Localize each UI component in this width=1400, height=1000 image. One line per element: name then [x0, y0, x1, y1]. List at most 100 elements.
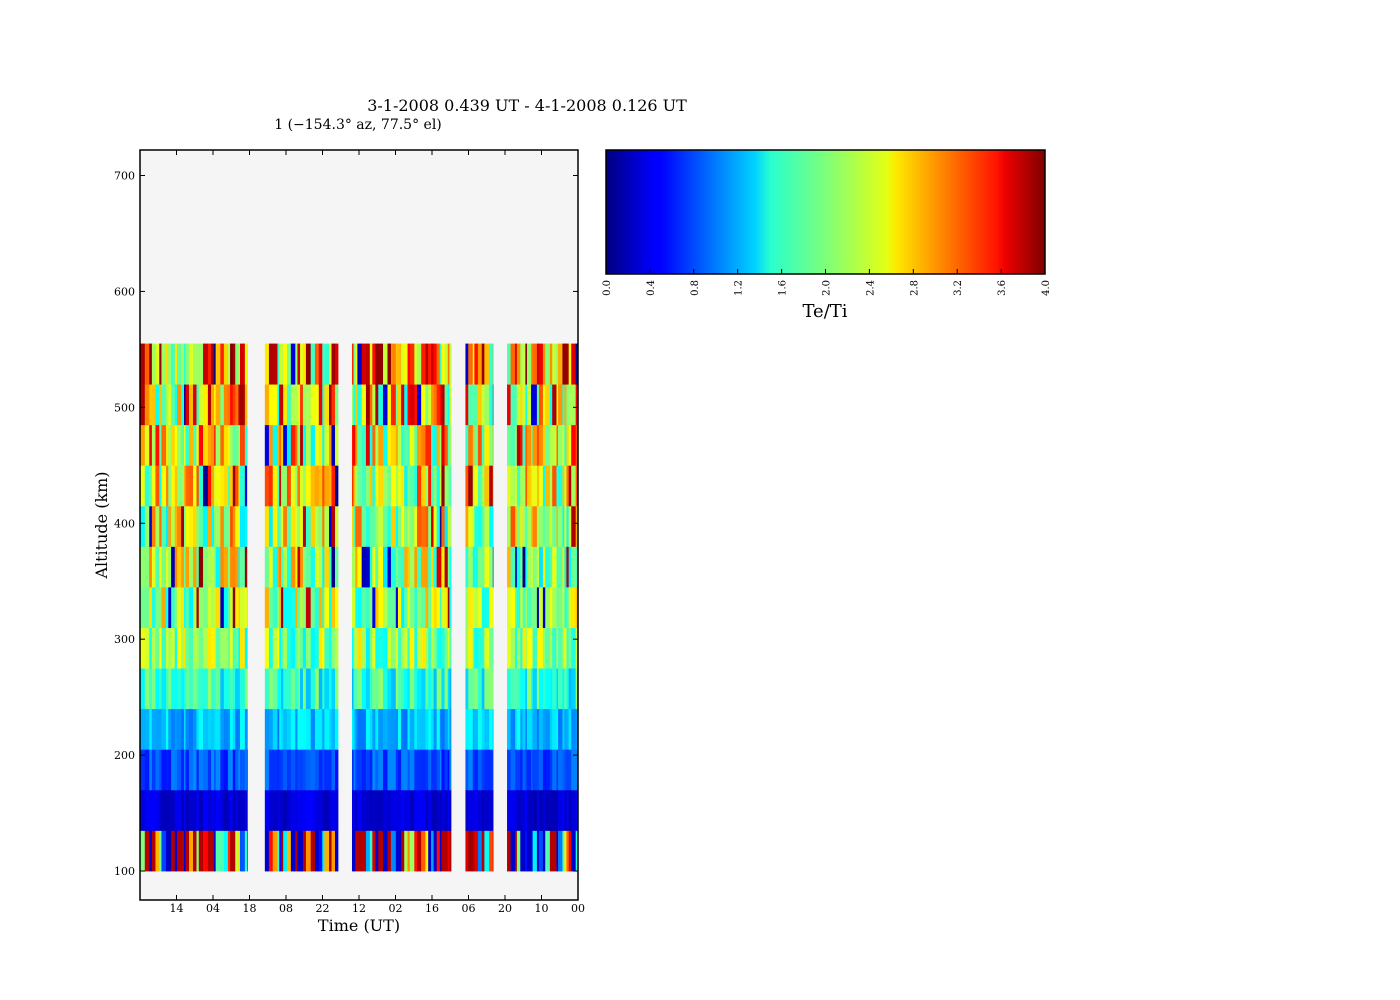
heatmap-cell — [441, 668, 445, 710]
heatmap-cell — [520, 708, 523, 750]
heatmap-cell — [372, 668, 376, 710]
heatmap-cell — [207, 424, 212, 466]
heatmap-cell — [223, 505, 229, 547]
heatmap-cell — [310, 424, 316, 466]
heatmap-cell — [238, 587, 241, 628]
heatmap-cell — [417, 627, 422, 669]
heatmap-cell — [357, 627, 363, 669]
heatmap-cell — [401, 546, 405, 588]
heatmap-cell — [300, 546, 304, 588]
heatmap-cell — [244, 465, 248, 507]
heatmap-cell — [159, 424, 162, 466]
colorbar-tick-label: 2.0 — [822, 280, 833, 296]
heatmap-cell — [214, 465, 217, 507]
heatmap-cell — [305, 546, 312, 588]
heatmap-cell — [395, 627, 399, 669]
heatmap-cell — [441, 627, 445, 669]
heatmap-cell — [329, 789, 332, 831]
heatmap-cell — [474, 384, 479, 426]
heatmap-cell — [510, 343, 516, 385]
heatmap-cell — [310, 708, 316, 750]
heatmap-cell — [188, 749, 194, 791]
heatmap-cell — [444, 587, 449, 628]
heatmap-cell — [149, 587, 153, 628]
heatmap-cell — [568, 708, 572, 750]
heatmap-cell — [174, 384, 178, 426]
heatmap-cell — [168, 749, 172, 791]
heatmap-cell — [375, 789, 379, 831]
heatmap-cell — [365, 668, 371, 710]
heatmap-cell — [407, 343, 411, 385]
heatmap-cell — [449, 343, 452, 385]
heatmap-cell — [549, 627, 553, 669]
heatmap-cell — [149, 830, 153, 872]
heatmap-cell — [161, 343, 167, 385]
heatmap-cell — [159, 587, 162, 628]
heatmap-cell — [365, 587, 371, 628]
heatmap-cell — [214, 668, 217, 710]
heatmap-cell — [198, 587, 204, 628]
heatmap-cell — [369, 708, 373, 750]
heatmap-cell — [232, 505, 236, 547]
heatmap-cell — [168, 789, 172, 831]
heatmap-cell — [244, 587, 248, 628]
heatmap-cell — [246, 749, 248, 791]
heatmap-cell — [215, 668, 221, 710]
heatmap-cell — [507, 587, 511, 628]
heatmap-cell — [310, 830, 316, 872]
heatmap-cell — [564, 384, 567, 426]
heatmap-cell — [305, 830, 312, 872]
heatmap-cell — [472, 668, 475, 710]
heatmap-cell — [297, 830, 301, 872]
heatmap-cell — [198, 830, 204, 872]
heatmap-cell — [244, 789, 248, 831]
heatmap-cell — [515, 708, 518, 750]
heatmap-cell — [235, 749, 239, 791]
heatmap-cell — [230, 708, 234, 750]
heatmap-cell — [421, 505, 426, 547]
heatmap-cell — [168, 587, 172, 628]
heatmap-cell — [196, 465, 200, 507]
heatmap-cell — [552, 749, 557, 791]
heatmap-cell — [575, 424, 579, 466]
heatmap-cell — [520, 749, 523, 791]
heatmap-cell — [562, 749, 565, 791]
heatmap-cell — [171, 830, 176, 872]
heatmap-cell — [149, 749, 153, 791]
heatmap-cell — [305, 749, 312, 791]
heatmap-cell — [329, 424, 332, 466]
heatmap-cell — [235, 668, 239, 710]
heatmap-cell — [264, 384, 270, 426]
heatmap-cell — [295, 708, 298, 750]
heatmap-cell — [444, 749, 449, 791]
heatmap-cell — [174, 668, 178, 710]
heatmap-cell — [552, 668, 557, 710]
heatmap-cell — [353, 587, 356, 628]
heatmap-cell — [492, 384, 494, 426]
heatmap-cell — [421, 708, 426, 750]
heatmap-cell — [227, 789, 231, 831]
heatmap-cell — [230, 587, 234, 628]
heatmap-cell — [166, 627, 169, 669]
heatmap-cell — [369, 627, 373, 669]
heatmap-cell — [305, 465, 312, 507]
heatmap-cell — [428, 830, 432, 872]
heatmap-cell — [545, 830, 551, 872]
heatmap-cell — [314, 384, 320, 426]
heatmap-cell — [390, 505, 397, 547]
heatmap-cell — [334, 789, 339, 831]
heatmap-cell — [302, 384, 307, 426]
heatmap-cell — [198, 546, 204, 588]
heatmap-cell — [318, 465, 323, 507]
heatmap-cell — [184, 424, 186, 466]
heatmap-cell — [477, 708, 483, 750]
heatmap-cell — [151, 749, 156, 791]
heatmap-cell — [449, 830, 452, 872]
heatmap-cell — [329, 343, 332, 385]
heatmap-cell — [174, 627, 178, 669]
heatmap-cell — [149, 546, 153, 588]
heatmap-cell — [536, 749, 540, 791]
heatmap-cell — [272, 587, 278, 628]
heatmap-cell — [542, 343, 546, 385]
heatmap-cell — [542, 424, 546, 466]
